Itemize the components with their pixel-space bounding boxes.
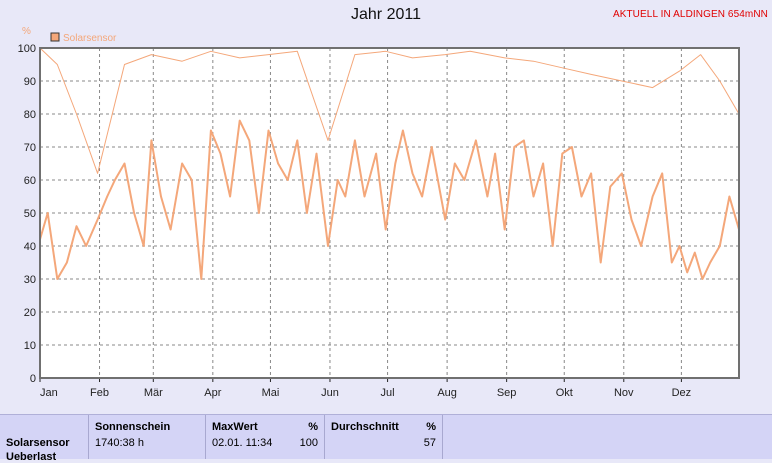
series-line xyxy=(39,47,740,174)
stats-maxwert: MaxWert% 02.01. 11:34 100 xyxy=(205,415,324,459)
x-tick-label: Jul xyxy=(381,387,395,399)
stats-sensor-sublabel: Ueberlast xyxy=(6,451,57,463)
y-tick-label: 90 xyxy=(24,76,36,88)
y-tick-label: 80 xyxy=(24,109,36,121)
chart-title: Jahr 2011 xyxy=(351,6,421,23)
y-tick-label: 20 xyxy=(24,307,36,319)
x-tick-label: Mai xyxy=(262,387,280,399)
maxwert-value: 100 xyxy=(299,437,318,449)
x-tick-label: Dez xyxy=(672,387,692,399)
maxwert-unit: % xyxy=(308,421,318,433)
y-tick-label: 50 xyxy=(24,208,36,220)
y-tick-label: 10 xyxy=(24,340,36,352)
y-tick-label: 30 xyxy=(24,274,36,286)
stats-sonnenschein: Sonnenschein 1740:38 h xyxy=(88,415,205,459)
x-tick-label: Feb xyxy=(90,387,109,399)
x-tick-label: Jun xyxy=(321,387,339,399)
x-tick-label: Sep xyxy=(497,387,517,399)
plot-frame xyxy=(39,47,740,379)
legend-label: Solarsensor xyxy=(63,33,117,44)
sonnenschein-header: Sonnenschein xyxy=(95,421,171,433)
y-axis-label: % xyxy=(22,26,31,37)
x-tick-label: Nov xyxy=(614,387,634,399)
brand-label: AKTUELL IN ALDINGEN 654mNN xyxy=(612,9,768,20)
durchschnitt-unit: % xyxy=(426,421,436,433)
maxwert-header: MaxWert xyxy=(212,421,258,433)
x-tick-label: Mär xyxy=(144,387,163,399)
y-tick-label: 40 xyxy=(24,241,36,253)
x-tick-label: Apr xyxy=(204,387,221,399)
stats-label-col: Solarsensor Ueberlast xyxy=(0,415,88,463)
series-line xyxy=(39,119,740,280)
stats-sensor-label: Solarsensor xyxy=(6,437,70,449)
maxwert-date: 02.01. 11:34 xyxy=(212,437,273,449)
line-chart: 0 10 20 30 40 50 60 70 80 90 100 Jan Feb Mär Apr Mai Jun… xyxy=(18,26,740,399)
stats-empty-area xyxy=(442,415,772,459)
sonnenschein-value: 1740:38 h xyxy=(95,437,144,449)
x-tick-label: Jan xyxy=(40,387,58,399)
durchschnitt-value: 57 xyxy=(423,437,436,449)
y-tick-label: 0 xyxy=(30,373,36,385)
stats-panel: Solarsensor Ueberlast Sonnenschein 1740:… xyxy=(0,414,772,463)
x-tick-label: Aug xyxy=(437,387,457,399)
y-tick-label: 60 xyxy=(24,175,36,187)
y-tick-label: 100 xyxy=(18,43,36,55)
durchschnitt-header: Durchschnitt xyxy=(331,421,399,433)
y-tick-label: 70 xyxy=(24,142,36,154)
stats-durchschnitt: Durchschnitt% 57 xyxy=(324,415,442,459)
legend-swatch xyxy=(50,32,60,42)
x-tick-label: Okt xyxy=(556,387,573,399)
